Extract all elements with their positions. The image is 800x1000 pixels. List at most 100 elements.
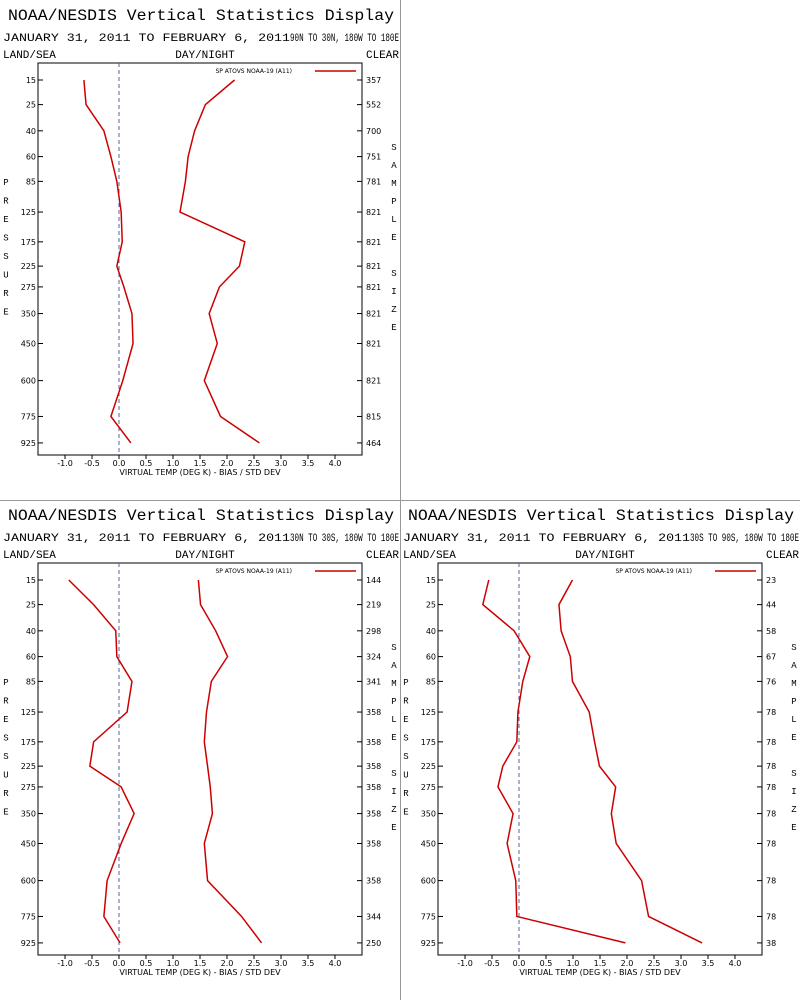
sample-size-label: 250 bbox=[366, 939, 381, 948]
sample-size-label: 358 bbox=[366, 762, 381, 771]
y-tick-label: 60 bbox=[26, 653, 36, 662]
day-night: DAY/NIGHT bbox=[575, 550, 635, 562]
y-tick-label: 775 bbox=[421, 912, 436, 921]
x-tick-label: 0.5 bbox=[140, 459, 153, 468]
region: 90N TO 30N, 180W TO 180E bbox=[290, 33, 399, 45]
y-tick-label: 85 bbox=[26, 177, 36, 186]
x-tick-label: 3.0 bbox=[275, 459, 288, 468]
x-axis-label: VIRTUAL TEMP (DEG K) - BIAS / STD DEV bbox=[119, 968, 281, 977]
y-tick-label: 350 bbox=[21, 310, 36, 319]
y-tick-label: 25 bbox=[26, 601, 36, 610]
y-tick-label: 40 bbox=[26, 127, 36, 136]
sample-size-label: 358 bbox=[366, 810, 381, 819]
y-tick-label: 225 bbox=[21, 262, 36, 271]
y-tick-label: 225 bbox=[21, 762, 36, 771]
y-tick-label: 450 bbox=[21, 839, 36, 848]
data-line bbox=[481, 579, 626, 944]
panel-title: NOAA/NESDIS Vertical Statistics Display bbox=[8, 507, 394, 525]
x-tick-label: 4.0 bbox=[729, 959, 742, 968]
sky: CLEAR bbox=[766, 550, 799, 562]
date-range: JANUARY 31, 2011 TO FEBRUARY 6, 2011 bbox=[3, 33, 290, 45]
panel: NOAA/NESDIS Vertical Statistics Display J… bbox=[403, 507, 799, 977]
y-tick-label: 15 bbox=[26, 576, 36, 585]
x-axis-label: VIRTUAL TEMP (DEG K) - BIAS / STD DEV bbox=[119, 468, 281, 477]
sample-size-label: 357 bbox=[366, 76, 381, 85]
sample-size-label: 821 bbox=[366, 283, 381, 292]
sample-size-label: 341 bbox=[366, 677, 381, 686]
legend-label: SP ATOVS NOAA-19 (A11) bbox=[215, 568, 292, 575]
sample-size-label: 78 bbox=[766, 810, 776, 819]
sample-size-label: 821 bbox=[366, 339, 381, 348]
sample-size-label: 344 bbox=[366, 912, 381, 921]
y-tick-label: 40 bbox=[426, 627, 436, 636]
land-sea: LAND/SEA bbox=[3, 550, 56, 562]
y-tick-label: 350 bbox=[421, 810, 436, 819]
y-tick-label: 275 bbox=[421, 783, 436, 792]
panel-title: NOAA/NESDIS Vertical Statistics Display bbox=[8, 7, 394, 25]
sample-size-label: 78 bbox=[766, 877, 776, 886]
sample-size-label: 76 bbox=[766, 677, 776, 686]
x-tick-label: -0.5 bbox=[84, 959, 100, 968]
sample-size-label: 298 bbox=[366, 627, 381, 636]
y-tick-label: 775 bbox=[21, 412, 36, 421]
sample-size-label: 358 bbox=[366, 839, 381, 848]
date-range: JANUARY 31, 2011 TO FEBRUARY 6, 2011 bbox=[3, 533, 290, 545]
data-line bbox=[197, 579, 263, 944]
land-sea: LAND/SEA bbox=[403, 550, 456, 562]
x-tick-label: 3.5 bbox=[302, 959, 315, 968]
x-tick-label: 2.0 bbox=[621, 959, 634, 968]
sample-size-label: 38 bbox=[766, 939, 776, 948]
sample-size-label: 44 bbox=[766, 601, 776, 610]
y-tick-label: 15 bbox=[26, 76, 36, 85]
sample-size-label: 67 bbox=[766, 653, 776, 662]
data-line bbox=[68, 579, 135, 944]
x-tick-label: 0.5 bbox=[540, 959, 553, 968]
y-tick-label: 925 bbox=[421, 939, 436, 948]
y-tick-label: 175 bbox=[21, 738, 36, 747]
sample-size-label: 78 bbox=[766, 783, 776, 792]
x-tick-label: -0.5 bbox=[484, 959, 500, 968]
x-tick-label: 0.0 bbox=[113, 459, 126, 468]
land-sea: LAND/SEA bbox=[3, 50, 56, 62]
x-tick-label: 1.5 bbox=[194, 459, 207, 468]
sample-size-label: 358 bbox=[366, 738, 381, 747]
y-tick-label: 60 bbox=[426, 653, 436, 662]
x-tick-label: 0.0 bbox=[513, 959, 526, 968]
sample-size-label: 821 bbox=[366, 262, 381, 271]
sample-size-label: 358 bbox=[366, 708, 381, 717]
sample-size-label: 821 bbox=[366, 238, 381, 247]
data-line bbox=[83, 79, 134, 444]
sample-size-label: 821 bbox=[366, 208, 381, 217]
panel-title: NOAA/NESDIS Vertical Statistics Display bbox=[408, 507, 794, 525]
y-tick-label: 275 bbox=[21, 283, 36, 292]
x-tick-label: 1.0 bbox=[567, 959, 580, 968]
y-tick-label: 85 bbox=[426, 677, 436, 686]
sample-size-label: 78 bbox=[766, 912, 776, 921]
sample-size-label: 58 bbox=[766, 627, 776, 636]
sample-size-label: 358 bbox=[366, 783, 381, 792]
x-tick-label: -1.0 bbox=[457, 959, 473, 968]
sample-size-label: 815 bbox=[366, 412, 381, 421]
x-tick-label: 0.0 bbox=[113, 959, 126, 968]
y-tick-label: 15 bbox=[426, 576, 436, 585]
y-tick-label: 125 bbox=[421, 708, 436, 717]
x-tick-label: 1.5 bbox=[194, 959, 207, 968]
sample-size-label: 23 bbox=[766, 576, 776, 585]
x-tick-label: -0.5 bbox=[84, 459, 100, 468]
y-tick-label: 350 bbox=[21, 810, 36, 819]
x-tick-label: 3.5 bbox=[702, 959, 715, 968]
panel: NOAA/NESDIS Vertical Statistics Display J… bbox=[3, 7, 399, 477]
y-tick-label: 60 bbox=[26, 153, 36, 162]
legend-label: SP ATOVS NOAA-19 (A11) bbox=[215, 68, 292, 75]
sample-size-label: 78 bbox=[766, 708, 776, 717]
x-tick-label: 0.5 bbox=[140, 959, 153, 968]
y-tick-label: 275 bbox=[21, 783, 36, 792]
x-tick-label: 2.5 bbox=[248, 959, 261, 968]
x-tick-label: 2.5 bbox=[248, 459, 261, 468]
y-tick-label: 600 bbox=[21, 877, 36, 886]
